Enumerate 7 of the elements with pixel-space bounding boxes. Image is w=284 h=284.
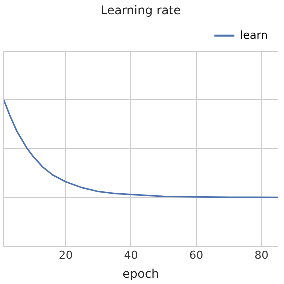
- chart-title: Learning rate: [100, 3, 182, 18]
- x-tick-label: 40: [124, 248, 138, 262]
- x-tick-label: 80: [254, 248, 269, 262]
- x-tick-label: 20: [58, 248, 73, 262]
- x-axis-title: epoch: [122, 266, 160, 281]
- legend-label: learn: [240, 28, 268, 42]
- x-tick-label: 60: [189, 248, 204, 262]
